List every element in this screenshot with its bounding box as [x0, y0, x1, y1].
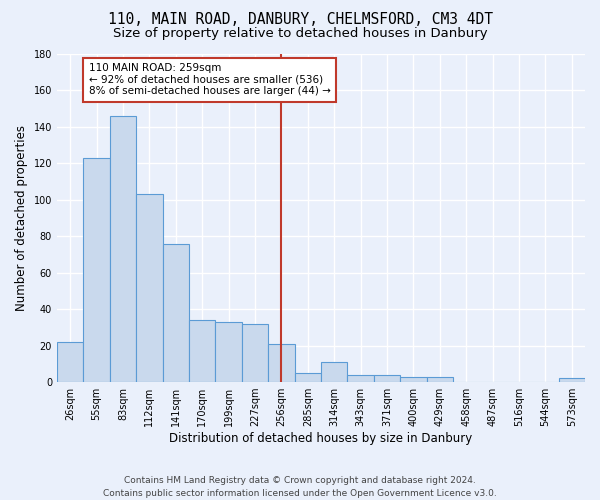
Bar [83, 158, 110, 382]
Bar [242, 324, 268, 382]
Text: Contains HM Land Registry data © Crown copyright and database right 2024.
Contai: Contains HM Land Registry data © Crown c… [103, 476, 497, 498]
Text: 110, MAIN ROAD, DANBURY, CHELMSFORD, CM3 4DT: 110, MAIN ROAD, DANBURY, CHELMSFORD, CM3… [107, 12, 493, 28]
Bar [374, 375, 400, 382]
Bar [268, 344, 295, 382]
Text: Size of property relative to detached houses in Danbury: Size of property relative to detached ho… [113, 28, 487, 40]
Text: 110 MAIN ROAD: 259sqm
← 92% of detached houses are smaller (536)
8% of semi-deta: 110 MAIN ROAD: 259sqm ← 92% of detached … [89, 63, 331, 96]
Bar [347, 375, 374, 382]
Bar [215, 322, 242, 382]
Bar [163, 244, 189, 382]
X-axis label: Distribution of detached houses by size in Danbury: Distribution of detached houses by size … [169, 432, 473, 445]
Y-axis label: Number of detached properties: Number of detached properties [15, 125, 28, 311]
Bar [110, 116, 136, 382]
Bar [427, 376, 453, 382]
Bar [57, 342, 83, 382]
Bar [321, 362, 347, 382]
Bar [559, 378, 585, 382]
Bar [136, 194, 163, 382]
Bar [189, 320, 215, 382]
Bar [400, 376, 427, 382]
Bar [295, 373, 321, 382]
